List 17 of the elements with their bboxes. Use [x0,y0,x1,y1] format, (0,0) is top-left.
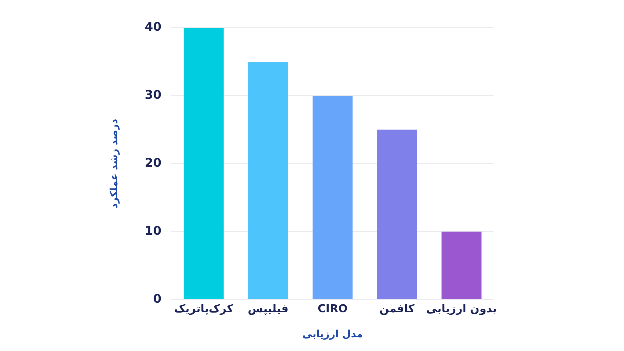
bar [184,28,224,300]
y-tick-label: 20 [144,156,162,170]
bar [248,62,288,300]
y-tick-label: 30 [144,88,162,102]
x-tick-label: بدون ارزیابی [426,302,498,316]
y-tick-label: 40 [144,20,162,34]
bar [377,130,418,300]
bar [442,232,482,300]
x-tick-label: کرک‌پاتریک [174,302,234,316]
x-tick-label: کافمن [380,302,416,316]
x-tick-label: CIRO [318,302,348,316]
y-tick-label: 10 [144,224,162,238]
y-tick-label: 0 [153,292,162,306]
x-tick-label: فیلیپس [248,302,289,316]
y-axis-title: درصد رشد عملکرد [110,119,121,209]
bar [312,96,353,300]
x-axis-title: مدل ارزیابی [302,330,364,341]
